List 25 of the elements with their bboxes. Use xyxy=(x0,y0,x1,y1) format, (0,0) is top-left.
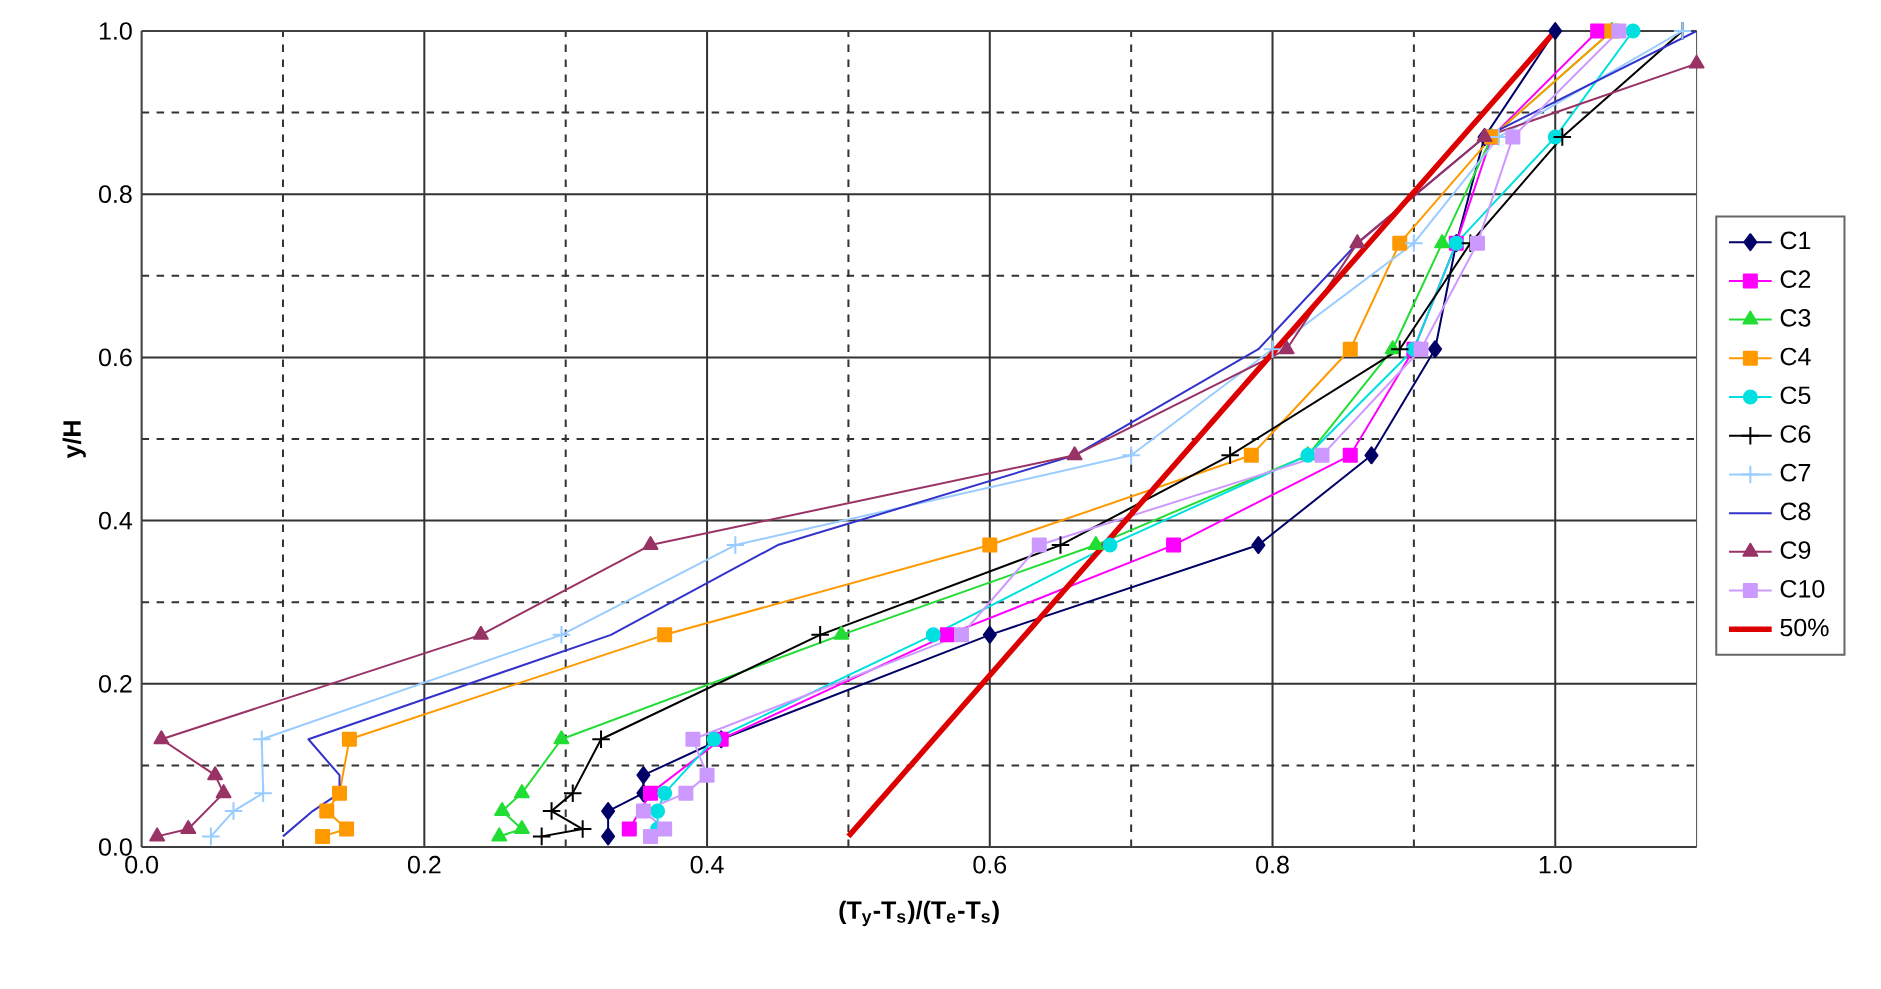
x-tick-label: 0.8 xyxy=(1256,855,1289,874)
x-tick-label: 1.0 xyxy=(1539,855,1572,874)
y-tick-label: 0.2 xyxy=(99,674,132,693)
y-tick-label: 0.8 xyxy=(99,185,132,204)
legend-label: C1 xyxy=(1780,231,1811,250)
legend-label: C4 xyxy=(1780,347,1811,366)
x-tick-label: 0.0 xyxy=(125,855,159,874)
legend-label: 50% xyxy=(1780,618,1829,637)
legend-label: C7 xyxy=(1780,463,1811,482)
x-tick-label: 0.2 xyxy=(407,855,441,874)
y-tick-label: 1.0 xyxy=(99,22,132,40)
x-tick-label: 0.4 xyxy=(690,855,724,874)
y-tick-label: 0.4 xyxy=(99,511,133,530)
legend-label: C5 xyxy=(1780,386,1811,405)
y-tick-label: 0.0 xyxy=(99,838,132,856)
legend-label: C2 xyxy=(1780,270,1811,288)
legend-label: C3 xyxy=(1780,309,1811,327)
legend-label: C10 xyxy=(1780,579,1825,598)
y-tick-label: 0.6 xyxy=(99,348,132,367)
y-axis-title: y/H xyxy=(62,421,86,459)
legend-label: C6 xyxy=(1780,425,1811,443)
x-tick-label: 0.6 xyxy=(973,855,1007,874)
legend-label: C9 xyxy=(1780,541,1811,559)
legend-label: C8 xyxy=(1780,502,1811,521)
text: (T$_{y}$-T$_{s}$)/(T$_{e}$-T$_{s}$) xyxy=(839,900,999,927)
